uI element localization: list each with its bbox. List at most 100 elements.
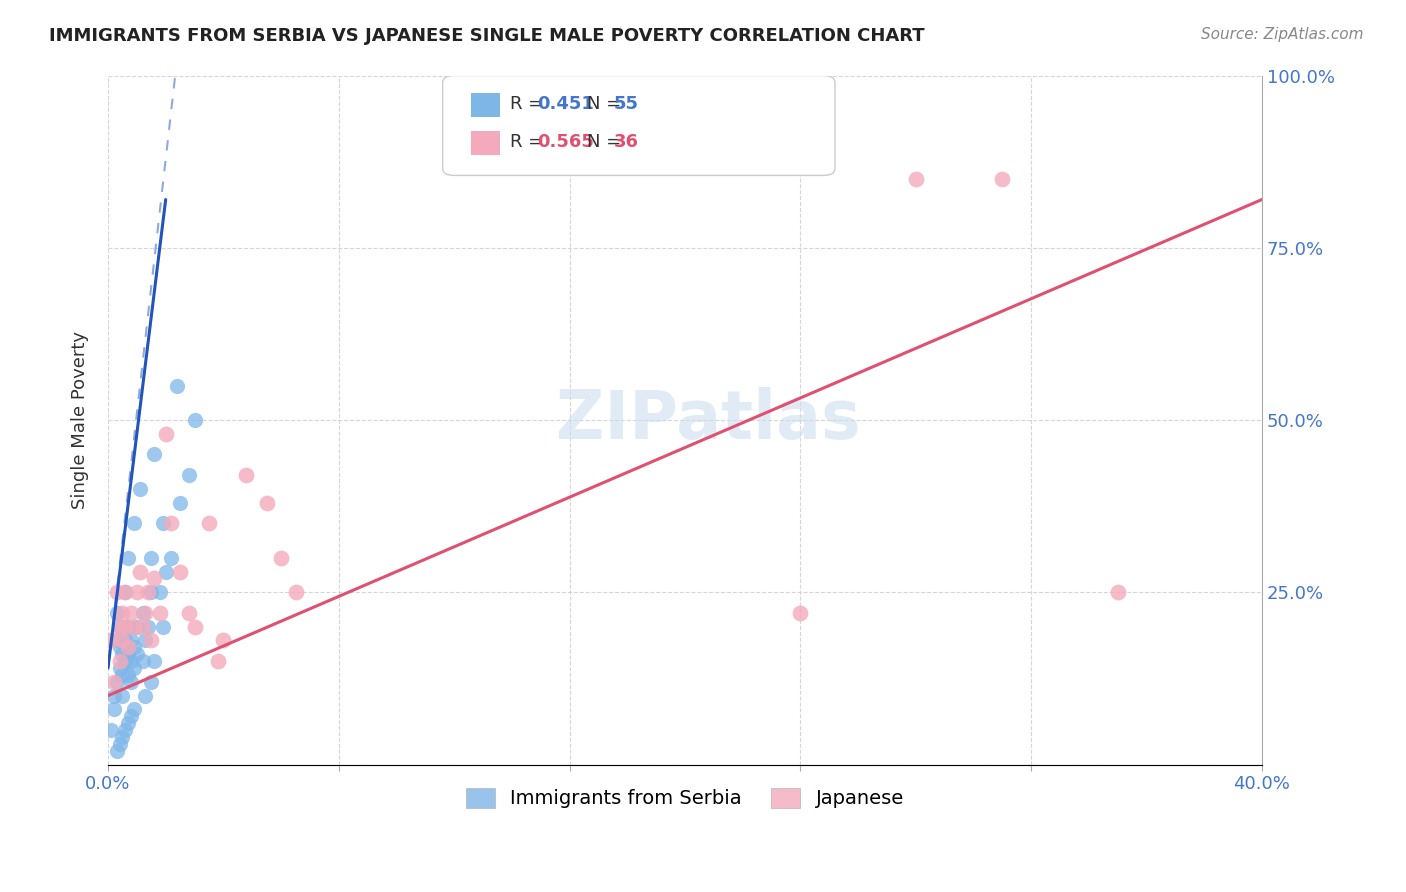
Point [114, 723, 136, 737]
Point [122, 661, 145, 675]
Point [991, 172, 1014, 186]
Point [108, 737, 131, 751]
Point [1107, 585, 1129, 599]
Point [117, 668, 139, 682]
Point [105, 633, 128, 648]
Point [131, 606, 153, 620]
Point [108, 620, 131, 634]
Point [108, 661, 131, 675]
FancyBboxPatch shape [443, 76, 835, 176]
Text: 36: 36 [613, 133, 638, 152]
Point [114, 620, 136, 634]
FancyBboxPatch shape [471, 130, 501, 154]
Point [235, 468, 257, 483]
FancyBboxPatch shape [471, 93, 501, 117]
Point [141, 674, 163, 689]
Point [284, 585, 307, 599]
Point [183, 413, 205, 427]
Point [117, 620, 139, 634]
Point [207, 654, 229, 668]
Point [183, 620, 205, 634]
Point [120, 633, 142, 648]
Point [134, 689, 156, 703]
Point [125, 647, 148, 661]
Point [256, 496, 278, 510]
Point [134, 606, 156, 620]
Point [111, 730, 134, 744]
Point [114, 654, 136, 668]
Text: 0.451: 0.451 [537, 95, 595, 113]
Text: IMMIGRANTS FROM SERBIA VS JAPANESE SINGLE MALE POVERTY CORRELATION CHART: IMMIGRANTS FROM SERBIA VS JAPANESE SINGL… [49, 27, 925, 45]
Text: N =: N = [586, 95, 627, 113]
Point [120, 709, 142, 723]
Point [117, 640, 139, 655]
Point [108, 654, 131, 668]
Point [111, 689, 134, 703]
Point [141, 585, 163, 599]
Point [141, 550, 163, 565]
Point [212, 633, 235, 648]
Point [105, 585, 128, 599]
Point [120, 606, 142, 620]
Point [125, 620, 148, 634]
Point [143, 654, 166, 668]
Point [155, 565, 177, 579]
Point [169, 565, 191, 579]
Point [108, 620, 131, 634]
Point [198, 516, 221, 531]
Point [128, 565, 150, 579]
Point [114, 585, 136, 599]
Point [117, 716, 139, 731]
Point [789, 606, 811, 620]
Point [177, 606, 200, 620]
Point [103, 702, 125, 716]
Point [149, 606, 172, 620]
Point [120, 654, 142, 668]
Text: R =: R = [509, 133, 548, 152]
Point [152, 620, 174, 634]
Legend: Immigrants from Serbia, Japanese: Immigrants from Serbia, Japanese [450, 772, 920, 823]
Point [177, 468, 200, 483]
Point [131, 654, 153, 668]
Point [105, 674, 128, 689]
Point [122, 620, 145, 634]
Y-axis label: Single Male Poverty: Single Male Poverty [72, 331, 89, 509]
Point [108, 640, 131, 655]
Point [125, 585, 148, 599]
Point [141, 633, 163, 648]
Point [155, 426, 177, 441]
Point [128, 482, 150, 496]
Point [122, 702, 145, 716]
Point [143, 572, 166, 586]
Point [134, 633, 156, 648]
Point [270, 550, 292, 565]
Point [105, 606, 128, 620]
Point [149, 585, 172, 599]
Point [143, 447, 166, 461]
Text: ZIPatlas: ZIPatlas [555, 387, 860, 453]
Text: Source: ZipAtlas.com: Source: ZipAtlas.com [1201, 27, 1364, 42]
Point [114, 633, 136, 648]
Point [111, 633, 134, 648]
Point [160, 516, 183, 531]
Point [138, 585, 160, 599]
Point [166, 378, 188, 392]
Point [169, 496, 191, 510]
Point [131, 620, 153, 634]
Point [904, 172, 927, 186]
Point [138, 620, 160, 634]
Point [117, 647, 139, 661]
Point [117, 550, 139, 565]
Point [122, 516, 145, 531]
Point [120, 674, 142, 689]
Text: 55: 55 [613, 95, 638, 113]
Point [103, 674, 125, 689]
Point [160, 550, 183, 565]
Point [103, 689, 125, 703]
Text: 0.565: 0.565 [537, 133, 595, 152]
Point [152, 516, 174, 531]
Point [111, 647, 134, 661]
Point [100, 723, 122, 737]
Point [105, 744, 128, 758]
Point [114, 585, 136, 599]
